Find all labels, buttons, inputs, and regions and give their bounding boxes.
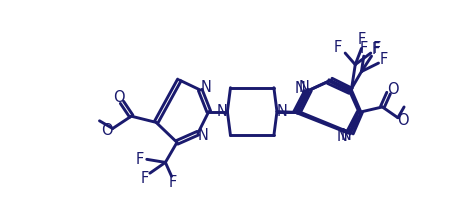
Text: F: F: [136, 152, 144, 167]
Text: O: O: [398, 112, 409, 127]
Text: F: F: [358, 32, 366, 47]
Text: N: N: [298, 80, 309, 95]
Text: N: N: [340, 128, 351, 143]
Text: F: F: [169, 175, 177, 190]
Text: N: N: [200, 80, 211, 95]
Text: F: F: [359, 41, 368, 56]
Text: F: F: [380, 52, 388, 67]
Text: N: N: [337, 129, 348, 144]
Text: O: O: [387, 82, 399, 97]
Text: N: N: [295, 81, 306, 96]
Text: F: F: [141, 171, 149, 186]
Text: N: N: [277, 104, 288, 119]
Text: F: F: [372, 43, 380, 58]
Text: O: O: [113, 90, 125, 105]
Text: F: F: [334, 40, 342, 55]
Text: F: F: [373, 41, 381, 56]
Text: N: N: [198, 128, 209, 143]
Text: N: N: [217, 104, 228, 119]
Text: O: O: [101, 123, 113, 138]
